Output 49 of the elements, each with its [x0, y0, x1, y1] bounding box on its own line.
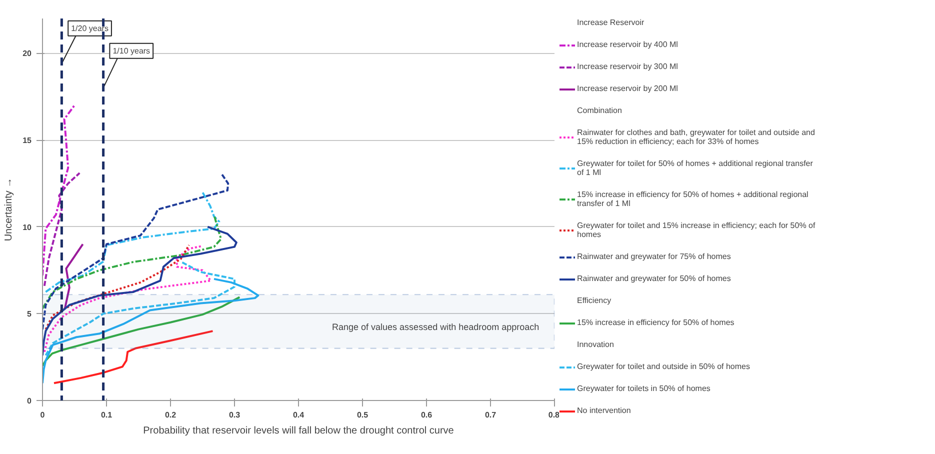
legend-label: Rainwater and greywater for 75% of homes [577, 252, 731, 261]
x-tick-label: 0.5 [356, 410, 369, 420]
y-tick-label: 0 [27, 396, 32, 406]
line-series [42, 226, 238, 356]
legend-label: No intervention [577, 406, 631, 415]
legend-label: Greywater for toilets in 50% of homes [577, 384, 710, 393]
line-series [42, 296, 241, 367]
legend-label: Increase reservoir by 300 Ml [577, 62, 678, 71]
ref-line-label: 1/10 years [112, 46, 150, 56]
legend-label: Rainwater and greywater for 50% of homes [577, 274, 731, 283]
legend-label: Greywater for toilet and outside in 50% of homes [577, 362, 750, 371]
ref-line-label: 1/20 years [71, 24, 108, 33]
x-tick-label: 0.3 [228, 410, 241, 420]
x-tick-label: 0.6 [420, 410, 433, 420]
line-series [42, 278, 260, 384]
text: Increase Reservoir [577, 18, 644, 27]
y-tick-label: 15 [22, 136, 32, 146]
line-series [42, 214, 222, 310]
legend-label: Greywater for toilet and 15% increase in efficiency; each for 50% of homes [577, 221, 816, 239]
x-axis-title: Probability that reservoir levels will fall below the drought control curve [143, 426, 454, 436]
x-tick-label: 0.7 [484, 410, 497, 420]
line-series [42, 104, 76, 276]
x-tick-label: 0.2 [164, 410, 177, 420]
line-series [44, 260, 236, 356]
y-axis-title: Uncertainty → [4, 178, 15, 242]
x-tick-label: 0.4 [292, 410, 305, 420]
legend-label: 15% increase in efficiency for 50% of homes + additional regional transfer of 1 Ml [577, 190, 808, 208]
line-series [53, 330, 214, 384]
band-label: Range of values assessed with headroom approach [332, 322, 540, 332]
x-tick-label: 0.8 [548, 410, 560, 420]
x-tick-label: 0 [40, 410, 46, 420]
legend-label: Greywater for toilet for 50% of homes + additional regional transfer of 1 Ml [577, 159, 813, 177]
legend-label: Increase reservoir by 400 Ml [577, 40, 678, 49]
line-series [43, 244, 212, 353]
text: Efficiency [577, 296, 612, 305]
legend-label: Rainwater for clothes and bath, greywater for toilet and outside and 15% reduction in efficiency; each for 33% of homes [577, 128, 815, 146]
line-series [64, 243, 84, 310]
line-series [44, 244, 190, 330]
y-tick-label: 20 [22, 49, 32, 58]
y-tick-label: 5 [27, 310, 32, 319]
text: Innovation [577, 340, 614, 349]
legend-label: Increase reservoir by 200 Ml [577, 84, 678, 93]
y-tick-label: 10 [22, 222, 32, 232]
line-series [43, 172, 81, 287]
legend-label: 15% increase in efficiency for 50% of homes [577, 318, 734, 327]
text: Combination [577, 106, 622, 115]
line-series [44, 191, 220, 293]
line-series [42, 172, 230, 330]
x-tick-label: 0.1 [100, 410, 113, 420]
